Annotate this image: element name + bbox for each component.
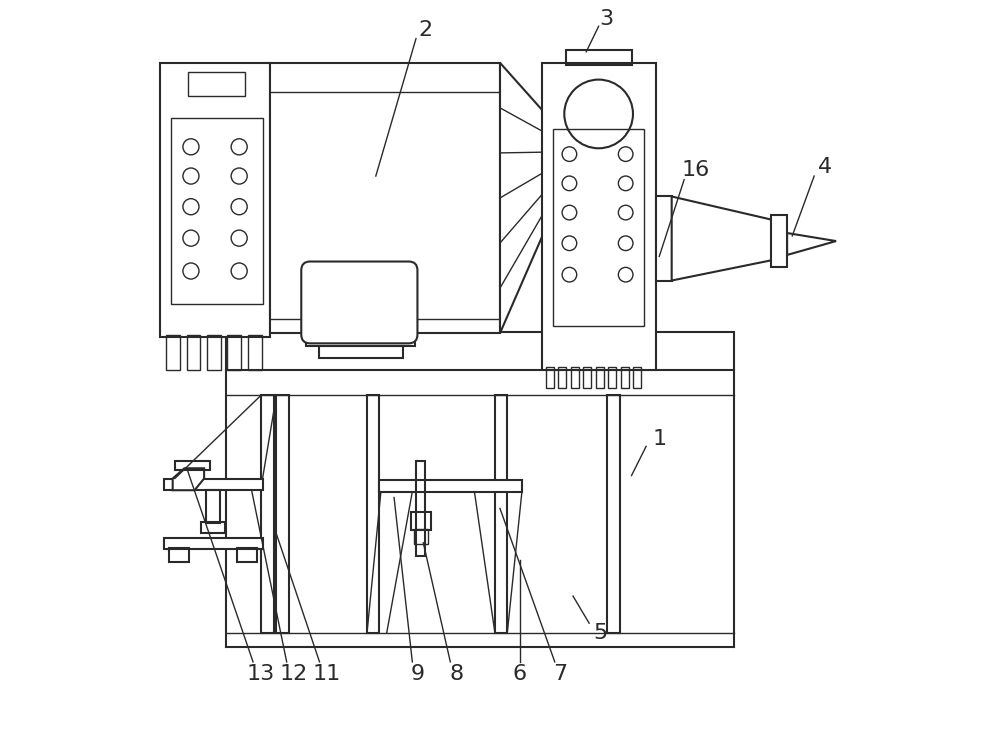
Text: 9: 9 bbox=[411, 665, 425, 684]
Bar bbox=[164, 538, 263, 549]
Bar bbox=[306, 333, 415, 346]
Polygon shape bbox=[173, 468, 204, 490]
Bar bbox=[656, 196, 672, 280]
Bar bbox=[188, 72, 245, 96]
Bar bbox=[379, 480, 522, 492]
Bar bbox=[319, 346, 403, 358]
Polygon shape bbox=[500, 63, 542, 333]
Text: 7: 7 bbox=[553, 665, 567, 684]
Text: 6: 6 bbox=[513, 665, 527, 684]
Bar bbox=[276, 395, 289, 632]
Bar bbox=[201, 523, 225, 533]
Bar bbox=[596, 367, 604, 388]
Text: 16: 16 bbox=[682, 160, 710, 180]
Text: 1: 1 bbox=[652, 429, 666, 449]
Bar bbox=[771, 214, 787, 267]
Bar bbox=[175, 461, 210, 470]
Bar bbox=[414, 529, 428, 545]
Bar bbox=[542, 63, 656, 370]
Bar bbox=[207, 335, 221, 370]
Bar bbox=[607, 395, 620, 632]
Bar bbox=[367, 395, 379, 632]
Text: 4: 4 bbox=[818, 157, 832, 176]
Bar bbox=[330, 310, 356, 327]
Bar bbox=[608, 367, 616, 388]
Bar bbox=[166, 335, 180, 370]
Bar bbox=[160, 63, 270, 337]
Bar bbox=[546, 367, 554, 388]
Text: 5: 5 bbox=[594, 624, 608, 643]
Bar bbox=[621, 367, 629, 388]
Bar bbox=[226, 332, 734, 370]
Bar bbox=[571, 367, 579, 388]
Bar bbox=[633, 367, 641, 388]
Text: 2: 2 bbox=[418, 20, 433, 40]
Bar bbox=[411, 512, 431, 530]
Bar bbox=[187, 335, 200, 370]
Bar bbox=[416, 461, 425, 556]
Bar bbox=[206, 490, 220, 523]
Bar bbox=[164, 479, 263, 490]
Bar bbox=[495, 395, 507, 632]
Bar bbox=[171, 118, 263, 304]
Bar bbox=[237, 548, 257, 561]
Bar bbox=[553, 129, 644, 326]
Text: 12: 12 bbox=[280, 665, 308, 684]
Bar bbox=[227, 335, 241, 370]
Bar bbox=[248, 335, 262, 370]
Text: 8: 8 bbox=[449, 665, 463, 684]
Bar bbox=[583, 367, 591, 388]
Text: 3: 3 bbox=[599, 9, 613, 29]
Bar bbox=[169, 548, 189, 561]
Bar bbox=[270, 63, 500, 333]
Bar bbox=[566, 51, 632, 65]
Polygon shape bbox=[672, 196, 773, 280]
Bar bbox=[261, 395, 274, 632]
FancyBboxPatch shape bbox=[301, 261, 417, 343]
Polygon shape bbox=[787, 233, 836, 255]
Text: 13: 13 bbox=[246, 665, 274, 684]
Text: 11: 11 bbox=[313, 665, 341, 684]
Bar bbox=[558, 367, 566, 388]
